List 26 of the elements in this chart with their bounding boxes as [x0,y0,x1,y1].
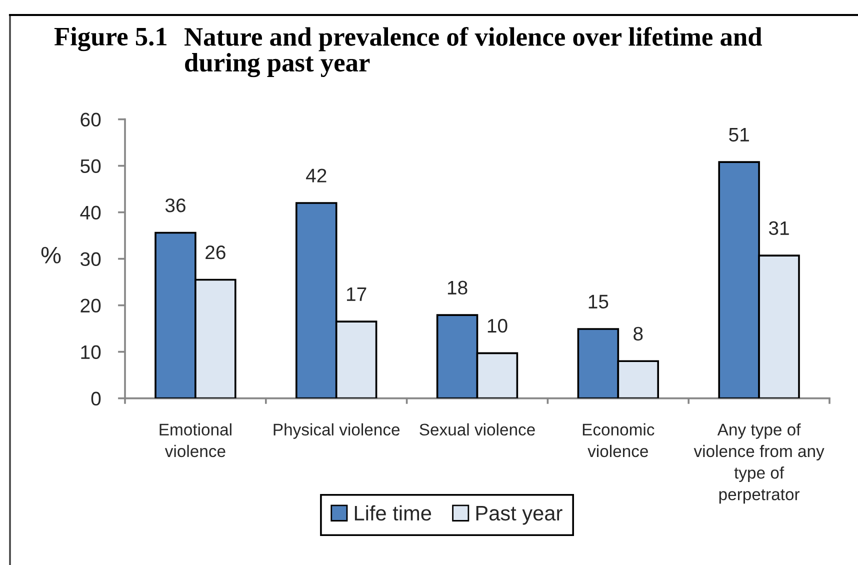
data-label: 31 [768,221,789,236]
y-tick-label: 20 [80,298,101,313]
chart-title: Figure 5.1 Nature and prevalence of violence over lifetime and during past year [54,27,762,78]
y-tick-label: 10 [81,345,101,360]
y-tick-label: 0 [91,392,101,406]
data-label: 36 [165,198,186,212]
data-label: 17 [346,287,366,301]
data-label: 15 [588,294,608,309]
data-label: 10 [488,318,508,333]
y-axis-title: % [41,246,61,264]
data-label: 51 [729,128,749,142]
x-tick-label: Any type of violence from any type of perpetrator [694,423,824,504]
x-tick-label: Emotional violence [160,423,232,458]
data-label: 18 [448,280,468,295]
data-label: 26 [206,245,226,260]
x-tick-label: Physical violence [274,423,400,439]
legend-label: Life time [354,505,432,521]
y-tick-label: 60 [80,112,101,127]
y-tick-label: 50 [80,159,101,174]
y-tick-label: 30 [80,252,101,266]
x-tick-label: Sexual violence [420,423,535,436]
x-tick-label: Economic violence [582,423,654,458]
data-label: 8 [634,326,643,341]
y-tick-label: 40 [80,206,101,220]
data-label: 42 [306,168,326,182]
legend-label: Past year [476,506,562,525]
